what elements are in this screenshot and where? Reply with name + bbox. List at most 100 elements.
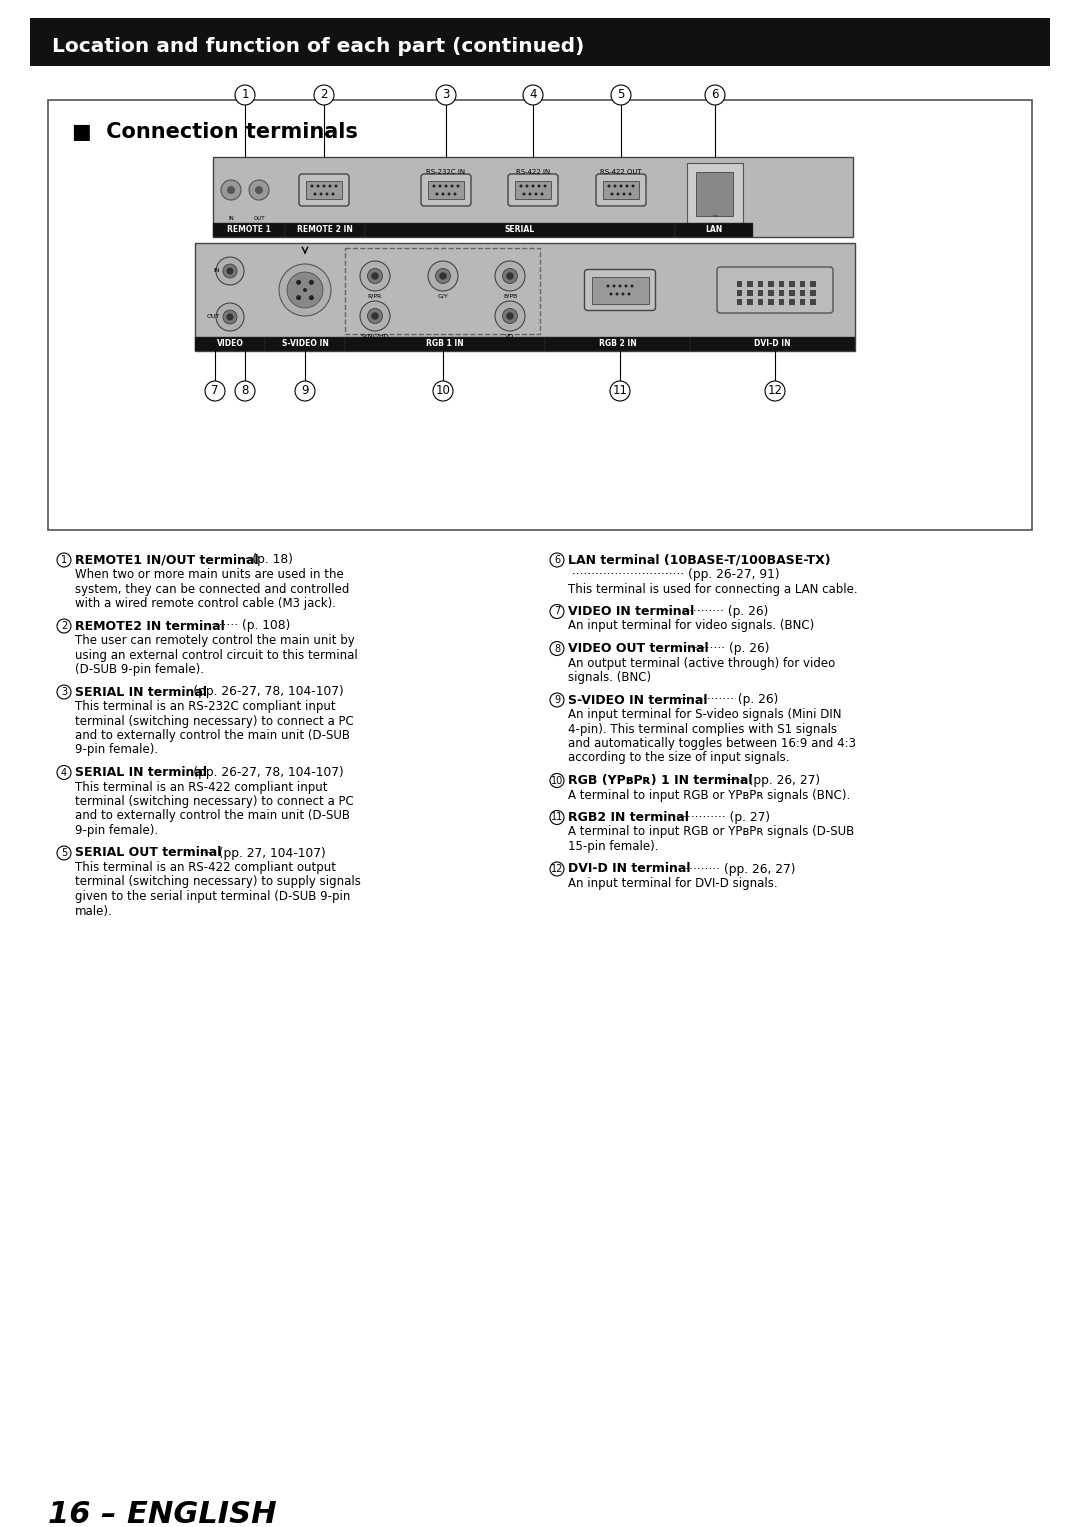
Text: 1: 1 (241, 89, 248, 101)
Circle shape (255, 186, 264, 194)
Circle shape (620, 185, 622, 188)
FancyBboxPatch shape (687, 163, 743, 223)
Text: ········· (pp. 26, 27): ········· (pp. 26, 27) (705, 774, 820, 786)
Text: given to the serial input terminal (D-SUB 9-pin: given to the serial input terminal (D-SU… (75, 890, 350, 902)
FancyBboxPatch shape (810, 281, 815, 287)
Circle shape (435, 192, 438, 195)
Text: VD: VD (505, 334, 514, 339)
Circle shape (57, 686, 71, 699)
Text: RS-422 OUT: RS-422 OUT (600, 169, 642, 176)
Text: 5: 5 (60, 847, 67, 858)
FancyBboxPatch shape (810, 299, 815, 305)
Text: 8: 8 (241, 385, 248, 397)
FancyBboxPatch shape (545, 337, 690, 351)
Circle shape (320, 192, 323, 195)
Circle shape (495, 301, 525, 331)
Circle shape (360, 261, 390, 292)
FancyBboxPatch shape (758, 290, 764, 296)
Circle shape (531, 185, 535, 188)
Circle shape (216, 257, 244, 286)
FancyBboxPatch shape (30, 18, 1050, 66)
Text: REMOTE 2 IN: REMOTE 2 IN (297, 226, 353, 235)
Circle shape (432, 185, 435, 188)
Circle shape (611, 86, 631, 105)
FancyBboxPatch shape (779, 281, 784, 287)
Text: 4-pin). This terminal complies with S1 signals: 4-pin). This terminal complies with S1 s… (568, 722, 837, 736)
Text: ··············· (p. 26): ··············· (p. 26) (673, 693, 779, 707)
Text: G/Y: G/Y (437, 295, 448, 299)
Circle shape (450, 185, 454, 188)
Circle shape (550, 774, 564, 788)
Circle shape (227, 313, 233, 321)
Circle shape (616, 293, 619, 296)
Circle shape (621, 293, 624, 296)
Circle shape (249, 180, 269, 200)
FancyBboxPatch shape (696, 173, 733, 215)
Text: IN: IN (228, 215, 234, 221)
FancyBboxPatch shape (195, 243, 855, 351)
FancyBboxPatch shape (345, 337, 545, 351)
Circle shape (311, 185, 313, 188)
Circle shape (705, 86, 725, 105)
Circle shape (507, 272, 514, 279)
Text: with a wired remote control cable (M3 jack).: with a wired remote control cable (M3 ja… (75, 597, 336, 609)
Text: 9: 9 (554, 695, 561, 705)
Text: OUT: OUT (206, 315, 220, 319)
Text: 6: 6 (554, 554, 561, 565)
Text: and to externally control the main unit (D-SUB: and to externally control the main unit … (75, 809, 350, 823)
Circle shape (57, 765, 71, 779)
Circle shape (445, 185, 447, 188)
Text: 6: 6 (712, 89, 719, 101)
Text: A terminal to input RGB or YPʙPʀ signals (BNC).: A terminal to input RGB or YPʙPʀ signals… (568, 788, 850, 802)
Text: signals. (BNC): signals. (BNC) (568, 670, 651, 684)
Text: 8: 8 (554, 643, 561, 654)
Text: and automatically toggles between 16:9 and 4:3: and automatically toggles between 16:9 a… (568, 738, 856, 750)
Circle shape (316, 185, 320, 188)
FancyBboxPatch shape (737, 281, 742, 287)
FancyBboxPatch shape (747, 281, 753, 287)
Text: ···· (pp. 26-27, 78, 104-107): ···· (pp. 26-27, 78, 104-107) (174, 767, 343, 779)
Circle shape (222, 310, 237, 324)
FancyBboxPatch shape (213, 223, 285, 237)
Circle shape (543, 185, 546, 188)
Text: 10: 10 (435, 385, 450, 397)
Text: REMOTE2 IN terminal: REMOTE2 IN terminal (75, 620, 225, 632)
Text: 3: 3 (443, 89, 449, 101)
FancyBboxPatch shape (690, 337, 855, 351)
Text: 5: 5 (618, 89, 624, 101)
Text: RS-422 IN: RS-422 IN (516, 169, 550, 176)
Circle shape (619, 284, 621, 287)
Text: terminal (switching necessary) to supply signals: terminal (switching necessary) to supply… (75, 875, 361, 889)
FancyBboxPatch shape (800, 290, 806, 296)
Text: LAN terminal (10BASE-T/100BASE-TX): LAN terminal (10BASE-T/100BASE-TX) (568, 553, 831, 567)
Text: SYNC/HD: SYNC/HD (361, 334, 389, 339)
FancyBboxPatch shape (779, 290, 784, 296)
Circle shape (627, 293, 631, 296)
Circle shape (612, 284, 616, 287)
Text: RGB 1 IN: RGB 1 IN (427, 339, 464, 348)
Circle shape (221, 180, 241, 200)
Text: Location and function of each part (continued): Location and function of each part (cont… (52, 38, 584, 56)
Text: B/PB: B/PB (503, 295, 517, 299)
Text: RGB 2 IN: RGB 2 IN (598, 339, 636, 348)
Circle shape (372, 272, 379, 279)
Text: RS-232C IN: RS-232C IN (427, 169, 465, 176)
Text: according to the size of input signals.: according to the size of input signals. (568, 751, 789, 765)
FancyBboxPatch shape (285, 223, 365, 237)
Circle shape (523, 192, 526, 195)
Text: 15-pin female).: 15-pin female). (568, 840, 659, 854)
Circle shape (550, 863, 564, 876)
Text: When two or more main units are used in the: When two or more main units are used in … (75, 568, 343, 580)
Circle shape (609, 293, 612, 296)
Circle shape (457, 185, 459, 188)
Circle shape (205, 382, 225, 402)
Circle shape (440, 272, 447, 279)
Text: terminal (switching necessary) to connect a PC: terminal (switching necessary) to connec… (75, 796, 354, 808)
Circle shape (765, 382, 785, 402)
Circle shape (335, 185, 337, 188)
Circle shape (328, 185, 332, 188)
Circle shape (550, 811, 564, 825)
Circle shape (360, 301, 390, 331)
Circle shape (235, 86, 255, 105)
Circle shape (227, 186, 235, 194)
